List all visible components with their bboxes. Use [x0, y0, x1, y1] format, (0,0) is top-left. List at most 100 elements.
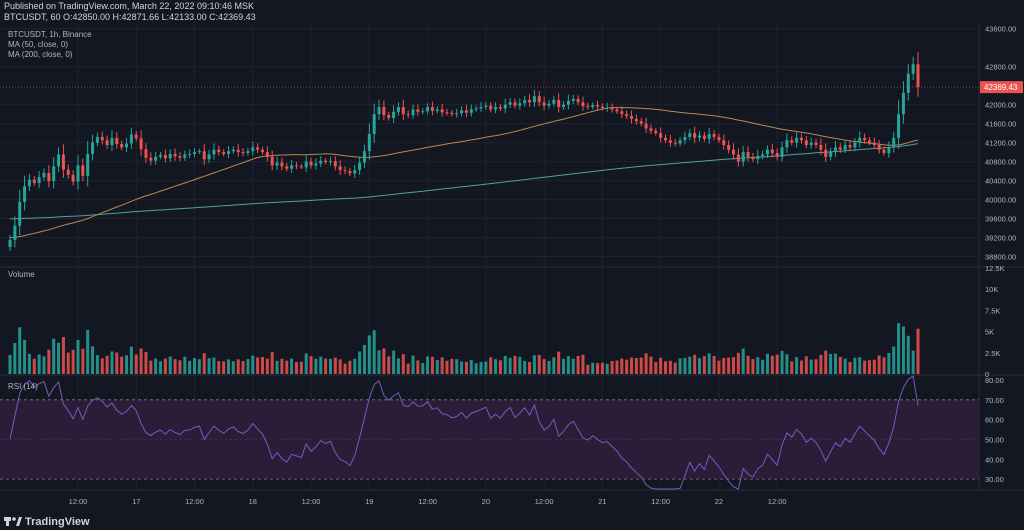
candle[interactable]: [37, 171, 41, 188]
volume-bar[interactable]: [799, 360, 803, 374]
volume-bar[interactable]: [741, 348, 745, 374]
ma50-line[interactable]: [9, 107, 919, 239]
candle[interactable]: [95, 132, 99, 147]
volume-bar[interactable]: [455, 359, 459, 374]
candle[interactable]: [450, 109, 454, 117]
time-axis[interactable]: 12:00 17 12:00 18 12:00 19 12:00 20 12:00 21 12:00…: [69, 497, 787, 506]
volume-bar[interactable]: [494, 359, 498, 374]
volume-bar[interactable]: [304, 353, 308, 374]
candle[interactable]: [906, 64, 910, 101]
candle[interactable]: [207, 149, 211, 163]
candle[interactable]: [23, 175, 27, 211]
volume-bar[interactable]: [814, 359, 818, 374]
volume-bar[interactable]: [464, 361, 468, 374]
candle[interactable]: [804, 136, 808, 149]
volume-bar[interactable]: [401, 354, 405, 374]
volume-bar[interactable]: [23, 339, 27, 374]
candle[interactable]: [343, 166, 347, 175]
candle[interactable]: [52, 157, 56, 189]
candle[interactable]: [362, 144, 366, 168]
candle[interactable]: [498, 103, 502, 112]
candle[interactable]: [765, 145, 769, 158]
candle[interactable]: [848, 140, 852, 152]
candle[interactable]: [911, 56, 915, 80]
volume-bar[interactable]: [780, 350, 784, 374]
volume-bar[interactable]: [707, 353, 711, 374]
rsi-line[interactable]: [9, 375, 919, 490]
volume-bar[interactable]: [503, 355, 507, 374]
candle[interactable]: [251, 141, 255, 156]
candle[interactable]: [27, 173, 31, 191]
volume-bar[interactable]: [241, 361, 245, 374]
candle[interactable]: [178, 152, 182, 162]
candle[interactable]: [86, 140, 90, 187]
candle[interactable]: [620, 106, 624, 119]
volume-bar[interactable]: [387, 356, 391, 374]
candle[interactable]: [387, 111, 391, 121]
volume-bar[interactable]: [309, 356, 313, 374]
candle[interactable]: [523, 95, 527, 107]
candle[interactable]: [576, 95, 580, 106]
volume-bar[interactable]: [440, 357, 444, 374]
candle[interactable]: [183, 150, 187, 161]
candle[interactable]: [105, 135, 109, 149]
candle[interactable]: [100, 131, 104, 145]
volume-bar[interactable]: [829, 354, 833, 374]
candle[interactable]: [562, 100, 566, 111]
candle[interactable]: [790, 136, 794, 146]
candle[interactable]: [707, 128, 711, 144]
candle[interactable]: [809, 137, 813, 149]
volume-bar[interactable]: [42, 356, 46, 374]
volume-bar[interactable]: [134, 354, 138, 374]
volume-bar[interactable]: [581, 354, 585, 374]
volume-bar[interactable]: [678, 358, 682, 374]
volume-bar[interactable]: [37, 354, 41, 374]
volume-bar[interactable]: [47, 349, 51, 374]
candle[interactable]: [814, 138, 818, 149]
volume-bar[interactable]: [348, 360, 352, 374]
rsi-pane-title[interactable]: RSI (14): [8, 382, 38, 391]
candle[interactable]: [314, 158, 318, 170]
volume-bar[interactable]: [27, 353, 31, 374]
candle[interactable]: [892, 131, 896, 153]
volume-bar[interactable]: [183, 356, 187, 374]
candle[interactable]: [319, 156, 323, 167]
candle[interactable]: [547, 99, 551, 109]
volume-bar[interactable]: [887, 353, 891, 374]
candle[interactable]: [129, 127, 133, 149]
candle[interactable]: [795, 131, 799, 148]
candle[interactable]: [440, 103, 444, 117]
candle[interactable]: [746, 146, 750, 162]
candle[interactable]: [843, 141, 847, 153]
volume-bar[interactable]: [683, 357, 687, 374]
candle[interactable]: [202, 144, 206, 165]
candle[interactable]: [294, 162, 298, 170]
candle[interactable]: [382, 100, 386, 121]
candle[interactable]: [566, 94, 570, 110]
volume-pane-title[interactable]: Volume: [8, 270, 35, 279]
candle[interactable]: [494, 102, 498, 114]
volume-bar[interactable]: [532, 355, 536, 374]
candle[interactable]: [154, 152, 158, 165]
volume-bar[interactable]: [197, 359, 201, 374]
candle[interactable]: [285, 163, 289, 172]
volume-bar[interactable]: [906, 335, 910, 374]
volume-bar[interactable]: [596, 363, 600, 374]
volume-bar[interactable]: [168, 356, 172, 374]
volume-bar[interactable]: [916, 328, 920, 374]
last-price-tag[interactable]: [980, 81, 1023, 94]
candle[interactable]: [712, 129, 716, 141]
volume-bar[interactable]: [615, 360, 619, 374]
volume-bar[interactable]: [362, 344, 366, 374]
candle[interactable]: [474, 105, 478, 112]
volume-bar[interactable]: [605, 363, 609, 374]
volume-bar[interactable]: [819, 354, 823, 374]
volume-bar[interactable]: [804, 356, 808, 374]
volume-bar[interactable]: [285, 360, 289, 374]
volume-bar[interactable]: [207, 358, 211, 374]
volume-bar[interactable]: [367, 335, 371, 374]
candle[interactable]: [552, 96, 556, 107]
candle[interactable]: [605, 103, 609, 112]
volume-bar[interactable]: [100, 358, 104, 374]
candle[interactable]: [882, 146, 886, 156]
